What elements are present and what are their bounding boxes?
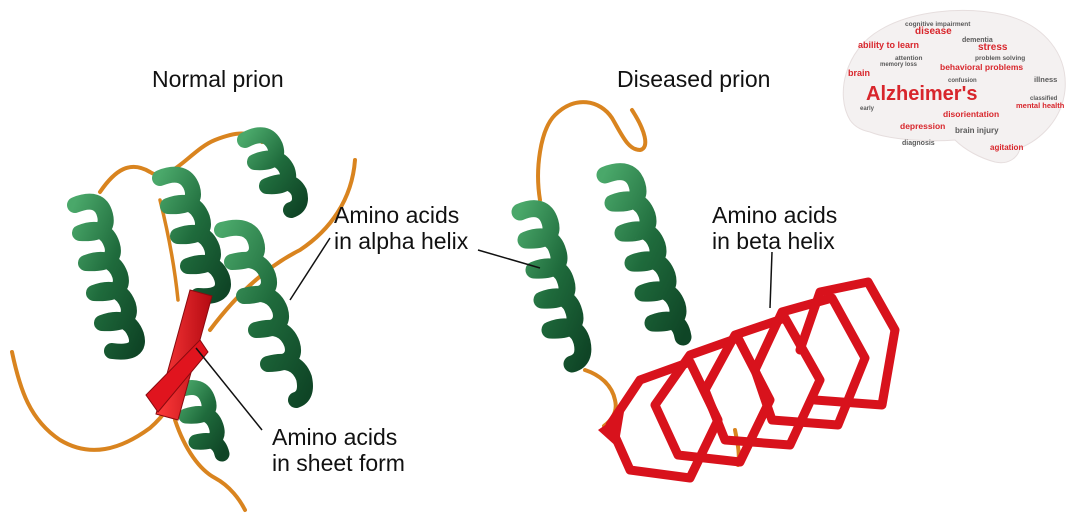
cloud-word: dementia: [962, 37, 993, 44]
label-beta-helix-line-2: in beta helix: [712, 228, 835, 254]
cloud-word: stress: [978, 42, 1008, 53]
beta-coil-3: [700, 313, 825, 450]
diseased-helix-a: [511, 200, 592, 373]
normal-prion-structure: [10, 127, 357, 512]
beta-coil-5: [795, 277, 900, 410]
cloud-word: confusion: [948, 78, 977, 84]
normal-helix-b: [152, 166, 231, 305]
cloud-word: early: [860, 106, 875, 112]
leader-alpha-helix: [289, 237, 331, 301]
cloud-word: disease: [915, 26, 952, 37]
diseased-prion-structure: [511, 100, 900, 483]
diseased-prion-title: Diseased prion: [617, 66, 771, 92]
normal-loop-mid: [158, 198, 180, 302]
beta-coil-2: [650, 333, 775, 467]
cloud-word: depression: [900, 121, 945, 131]
cloud-word: cognitive impairment: [905, 21, 971, 28]
cloud-word: attention: [895, 55, 922, 62]
cloud-word: behavioral problems: [940, 62, 1023, 72]
cloud-word: illness: [1034, 75, 1057, 84]
label-sheet-form-line-2: in sheet form: [272, 450, 405, 476]
normal-helix-a: [67, 193, 145, 360]
normal-loop-bottom: [173, 418, 247, 512]
beta-arrowhead: [598, 412, 624, 448]
cloud-word: classified: [1030, 96, 1058, 102]
alzheimers-word-cloud: cognitive impairment disease dementia ab…: [842, 9, 1066, 164]
beta-coil-4: [750, 293, 870, 430]
leader-beta-helix: [769, 251, 773, 309]
cloud-word: brain injury: [955, 126, 999, 135]
cloud-main-word: Alzheimer's: [866, 83, 977, 105]
label-beta-helix: Amino acids in beta helix: [712, 202, 837, 254]
label-beta-helix-line-1: Amino acids: [712, 202, 838, 228]
cloud-word: memory loss: [880, 62, 918, 68]
cloud-word: mental health: [1016, 101, 1065, 110]
leader-diseased-helix: [477, 249, 541, 269]
label-alpha-helix-line-1: Amino acids: [334, 202, 460, 228]
normal-helix-d: [237, 127, 308, 218]
diseased-loop-top: [536, 100, 648, 202]
label-alpha-helix: Amino acids in alpha helix: [334, 202, 468, 254]
leader-sheet-form: [195, 347, 263, 431]
normal-prion-title: Normal prion: [152, 66, 284, 92]
label-sheet-form-line-1: Amino acids: [272, 424, 398, 450]
diseased-helix-b: [596, 163, 692, 346]
cloud-word: brain: [848, 68, 870, 78]
normal-sheet-strand-2: [145, 339, 209, 413]
label-alpha-helix-line-2: in alpha helix: [334, 228, 469, 254]
cloud-word: disorientation: [943, 109, 999, 119]
word-cloud-words: cognitive impairment disease dementia ab…: [848, 21, 1065, 152]
cloud-word: problem solving: [975, 55, 1025, 62]
cloud-word: diagnosis: [902, 140, 935, 147]
normal-helix-c: [214, 219, 313, 408]
cloud-word: ability to learn: [858, 40, 919, 50]
normal-loop-right: [208, 158, 357, 332]
label-sheet-form: Amino acids in sheet form: [272, 424, 405, 476]
cloud-word: agitation: [990, 143, 1023, 152]
normal-helix-e: [172, 380, 230, 462]
brain-outline: [842, 9, 1066, 164]
